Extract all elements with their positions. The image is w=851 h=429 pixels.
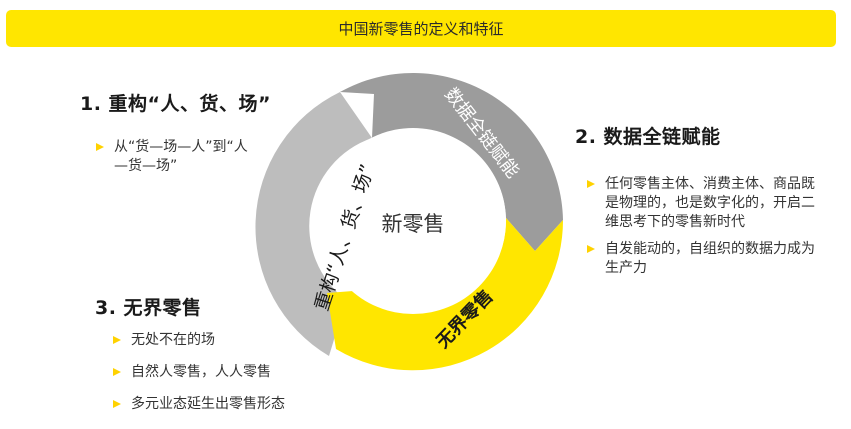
section-title: 1. 重构“人、货、场” <box>80 93 272 115</box>
bullet-item: 多元业态延生出零售形态 <box>113 395 285 414</box>
section-title: 2. 数据全链赋能 <box>575 126 721 148</box>
segment-data <box>340 73 563 251</box>
segment-rebuild <box>255 92 372 356</box>
section-boundless: 3. 无界零售 无处不在的场 自然人零售，人人零售 多元业态延生出零售形态 <box>95 293 285 427</box>
bullet-item: 自然人零售，人人零售 <box>113 363 285 382</box>
triangle-bullet-icon <box>113 400 121 408</box>
bullet-list: 从“货—场—人”到“人—货—场” <box>96 138 256 176</box>
triangle-bullet-icon <box>113 336 121 344</box>
bullet-item: 自发能动的，自组织的数据力成为生产力 <box>587 240 817 278</box>
title-banner: 中国新零售的定义和特征 <box>6 10 836 47</box>
bullet-list: 无处不在的场 自然人零售，人人零售 多元业态延生出零售形态 <box>113 331 285 414</box>
section-rebuild: 1. 重构“人、货、场” 从“货—场—人”到“人—货—场” <box>80 89 271 176</box>
page-title: 中国新零售的定义和特征 <box>338 20 504 38</box>
triangle-bullet-icon <box>96 143 104 151</box>
section-title: 3. 无界零售 <box>95 297 202 319</box>
triangle-bullet-icon <box>113 368 121 376</box>
section-data: 2. 数据全链赋能 任何零售主体、消费主体、商品既是物理的，也是数字化的，开启二… <box>575 122 817 286</box>
center-label: 新零售 <box>381 212 445 236</box>
bullet-list: 任何零售主体、消费主体、商品既是物理的，也是数字化的，开启二维思考下的零售新时代… <box>587 175 817 278</box>
bullet-item: 从“货—场—人”到“人—货—场” <box>96 138 256 176</box>
bullet-item: 无处不在的场 <box>113 331 285 350</box>
triangle-bullet-icon <box>587 245 595 253</box>
center-disk <box>320 128 506 314</box>
triangle-bullet-icon <box>587 180 595 188</box>
segment-boundless <box>327 218 564 371</box>
bullet-item: 任何零售主体、消费主体、商品既是物理的，也是数字化的，开启二维思考下的零售新时代 <box>587 175 817 232</box>
